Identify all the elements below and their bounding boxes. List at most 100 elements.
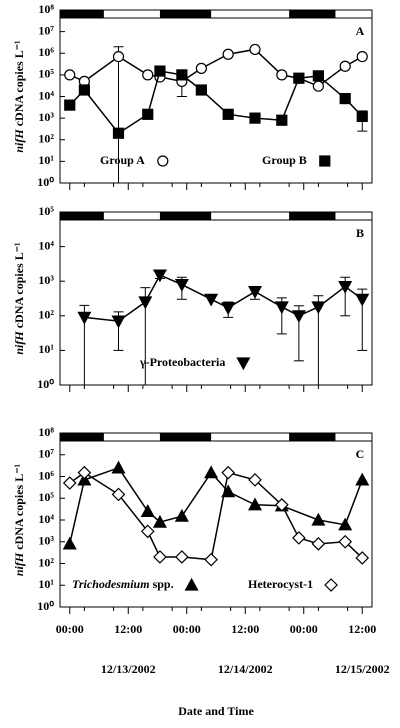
data-point: [339, 92, 351, 105]
data-point: [276, 69, 288, 81]
y-tick-label: 10⁰: [37, 377, 54, 391]
panel-label: B: [356, 226, 364, 240]
y-axis-label: nifH cDNA copies L⁻¹: [12, 463, 26, 576]
x-tick-label: 00:00: [56, 622, 84, 636]
data-point: [64, 99, 76, 111]
data-point: [356, 110, 368, 123]
panel-label: C: [356, 447, 365, 461]
data-point: [176, 69, 188, 81]
data-point: [311, 512, 326, 526]
dark-period: [159, 433, 212, 441]
data-point: [64, 69, 76, 81]
data-point: [292, 531, 306, 545]
data-point: [62, 536, 77, 550]
x-tick-label: 00:00: [290, 622, 318, 636]
data-point: [195, 84, 207, 96]
y-axis-label: nifH cDNA copies L⁻¹: [12, 242, 26, 355]
series-line: [84, 274, 363, 322]
y-tick-label: 10⁰: [37, 599, 54, 613]
data-point: [204, 465, 219, 479]
legend-label: Group A: [100, 153, 145, 167]
dark-period: [289, 212, 336, 220]
data-point: [293, 72, 305, 84]
y-tick-label: 10³: [38, 273, 54, 287]
y-tick-label: 10¹: [38, 577, 54, 591]
data-point: [355, 293, 370, 307]
dark-period: [159, 10, 212, 18]
legend-marker: [324, 578, 338, 592]
data-point: [142, 108, 154, 120]
legend-marker: [319, 155, 331, 167]
data-point: [111, 487, 126, 502]
data-point: [338, 280, 353, 294]
data-point: [276, 114, 288, 126]
y-tick-label: 10¹: [38, 342, 54, 356]
dark-period: [289, 10, 336, 18]
data-point: [153, 550, 167, 564]
data-point: [174, 508, 189, 522]
date-label: 12/14/2002: [218, 662, 273, 676]
data-point: [195, 62, 207, 74]
data-point: [222, 108, 234, 120]
y-tick-label: 10³: [38, 534, 54, 548]
data-point: [338, 517, 353, 531]
data-point: [152, 514, 167, 528]
y-tick-label: 10⁴: [38, 88, 54, 102]
data-point: [174, 278, 189, 292]
data-point: [154, 65, 166, 77]
data-point: [355, 472, 370, 486]
data-point: [142, 69, 154, 81]
x-tick-label: 12:00: [114, 622, 142, 636]
legend-label: Group B: [262, 153, 307, 167]
dark-period: [289, 433, 336, 441]
y-tick-label: 10²: [38, 308, 54, 322]
y-tick-label: 10²: [38, 132, 54, 146]
data-point: [338, 534, 353, 549]
legend-marker: [184, 577, 199, 591]
data-point: [311, 537, 326, 551]
y-tick-label: 10⁴: [38, 512, 54, 526]
y-tick-label: 10⁷: [38, 447, 54, 461]
y-tick-label: 10⁷: [38, 23, 54, 37]
data-point: [312, 70, 324, 82]
y-tick-label: 10⁸: [38, 425, 54, 439]
data-point: [152, 269, 167, 283]
data-point: [77, 311, 92, 325]
x-tick-label: 12:00: [348, 622, 376, 636]
data-point: [222, 48, 234, 60]
light-dark-bar: [59, 432, 373, 442]
dark-period: [60, 433, 104, 441]
y-tick-label: 10²: [38, 555, 54, 569]
data-point: [249, 112, 261, 124]
data-point: [312, 80, 324, 92]
data-point: [62, 476, 77, 490]
data-point: [78, 84, 90, 96]
legend-label: γ-Proteobacteria: [139, 355, 225, 369]
y-tick-label: 10⁵: [38, 204, 54, 218]
data-point: [204, 552, 218, 567]
data-point: [247, 497, 263, 511]
x-tick-label: 00:00: [173, 622, 201, 636]
legend-marker: [236, 357, 251, 371]
data-point: [248, 473, 262, 487]
dark-period: [60, 212, 104, 220]
data-point: [221, 465, 236, 480]
data-point: [249, 43, 261, 56]
y-tick-label: 10⁸: [38, 2, 54, 16]
y-tick-label: 10³: [38, 110, 54, 124]
x-axis-label: Date and Time: [178, 704, 254, 718]
data-point: [140, 524, 155, 539]
legend-marker: [157, 155, 169, 167]
data-point: [355, 551, 370, 565]
data-point: [221, 302, 236, 316]
y-tick-label: 10¹: [38, 153, 54, 167]
dark-period: [159, 212, 212, 220]
date-label: 12/13/2002: [101, 662, 156, 676]
data-point: [111, 460, 126, 474]
data-point: [112, 50, 125, 63]
data-point: [140, 504, 155, 517]
y-tick-label: 10⁶: [38, 468, 54, 482]
y-tick-label: 10⁵: [38, 490, 54, 504]
error-bar: [113, 46, 124, 184]
